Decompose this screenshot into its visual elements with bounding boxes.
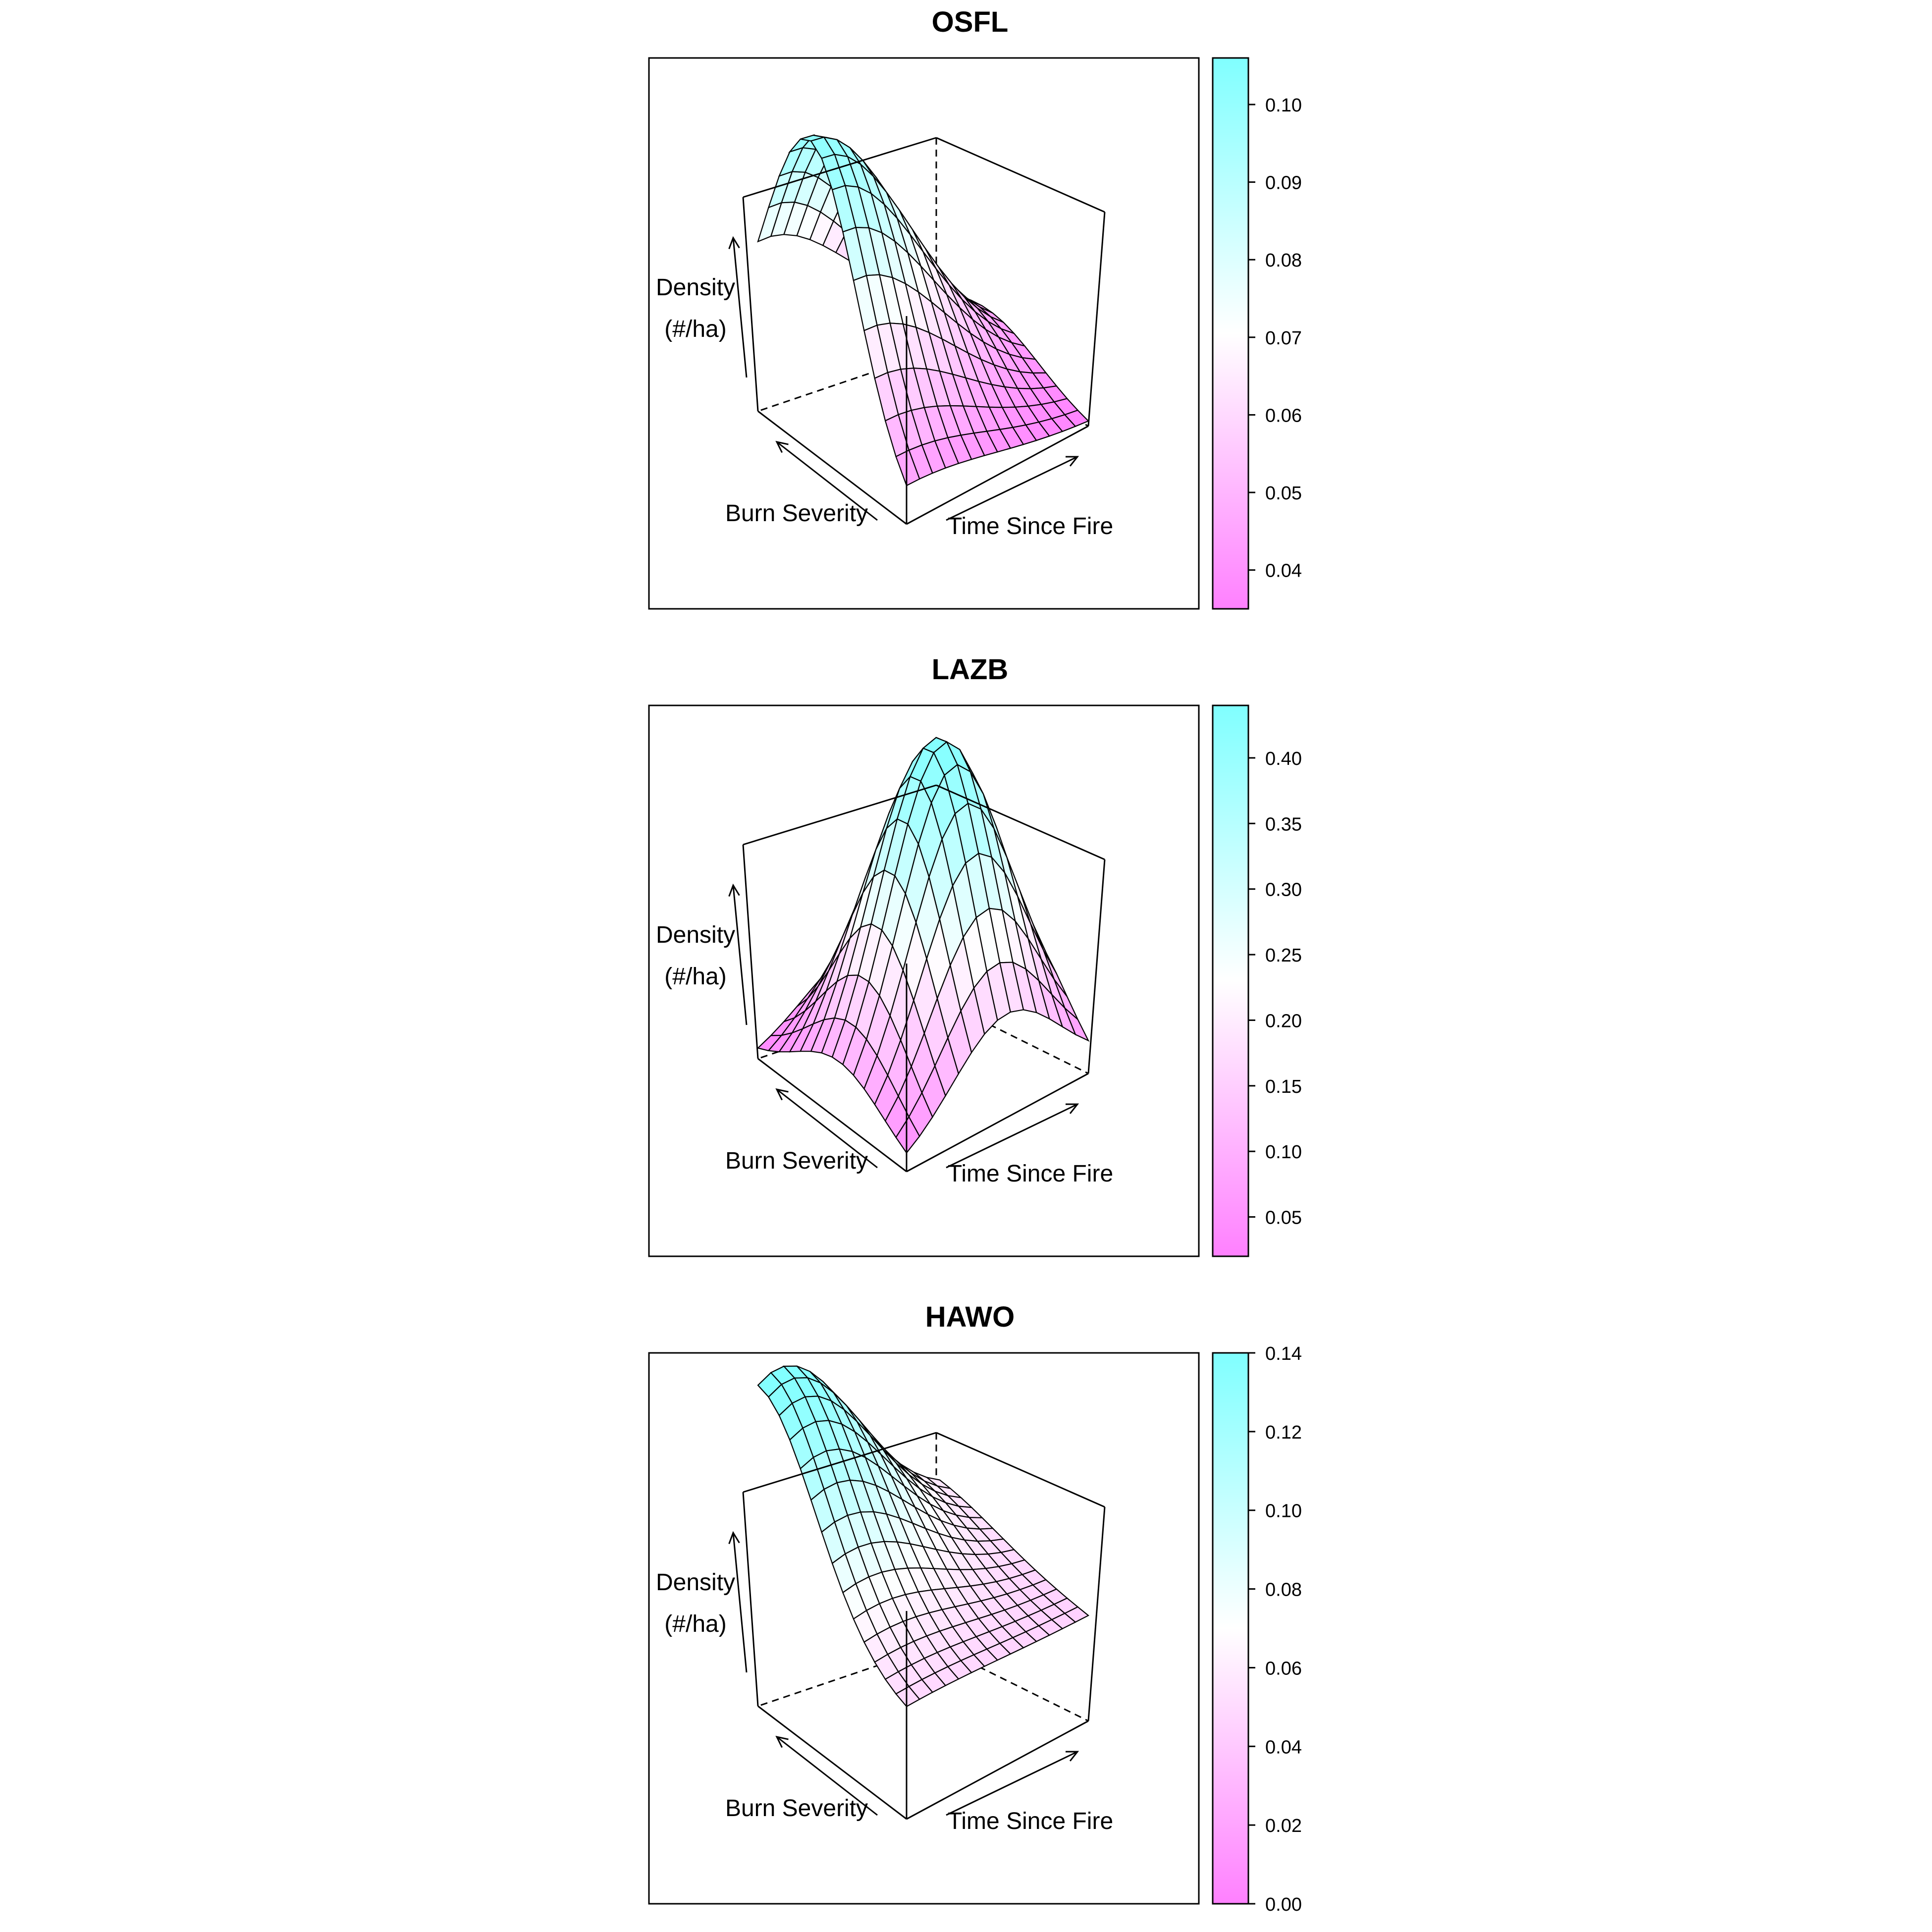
colorbar-tick-label: 0.10 (1265, 1142, 1302, 1163)
z-axis-unit: (#/ha) (664, 316, 726, 342)
colorbar-tick-label: 0.12 (1265, 1422, 1302, 1443)
colorbar-tick-label: 0.02 (1265, 1816, 1302, 1836)
chart-title: OSFL (932, 6, 1009, 38)
box-edge (742, 844, 759, 1059)
time-axis-arrow-head (1065, 1751, 1079, 1762)
colorbar-tick-label: 0.07 (1265, 328, 1302, 349)
box-edge (1087, 1506, 1106, 1721)
colorbar-tick-label: 0.15 (1265, 1076, 1302, 1097)
z-axis-unit: (#/ha) (664, 1611, 726, 1637)
box-edge (906, 1073, 1089, 1173)
box-edge (743, 784, 937, 846)
colorbar (1212, 1352, 1249, 1905)
colorbar-tick-label: 0.08 (1265, 250, 1302, 271)
z-axis-arrow-head (728, 236, 740, 250)
colorbar-tick-label: 0.25 (1265, 945, 1302, 966)
burn-axis-label: Burn Severity (725, 1795, 868, 1822)
box-edge (936, 1432, 1105, 1508)
colorbar (1212, 57, 1249, 610)
box-edge (757, 410, 907, 525)
time-axis-arrow-head (1065, 456, 1079, 467)
chart-panel-hawo: HAWO Density (#/ha) Burn Severity Time Since… (648, 1301, 1302, 1915)
colorbar-tick-label: 0.40 (1265, 749, 1302, 769)
time-axis-label: Time Since Fire (948, 1808, 1113, 1834)
burn-axis-arrow-head (775, 1735, 789, 1748)
colorbar-tick-label: 0.30 (1265, 880, 1302, 901)
burn-axis-arrow-head (775, 1088, 789, 1101)
surface-mesh (756, 737, 1090, 1154)
chart-title: HAWO (925, 1301, 1015, 1333)
chart-panel-osfl: OSFL Density (#/ha) Burn Severity Time Since… (648, 6, 1302, 610)
colorbar-tick-label: 0.05 (1265, 483, 1302, 504)
z-axis-arrow (732, 237, 748, 378)
box-edge-hidden (757, 1645, 937, 1707)
colorbar (1212, 704, 1249, 1257)
burn-axis-arrow (776, 1088, 878, 1169)
z-axis-arrow (732, 1532, 748, 1673)
colorbar-tick-label: 0.06 (1265, 1658, 1302, 1679)
time-axis-arrow (946, 456, 1078, 521)
burn-axis-label: Burn Severity (725, 500, 868, 527)
box-edge (936, 137, 1105, 213)
burn-axis-label: Burn Severity (725, 1148, 868, 1174)
time-axis-label: Time Since Fire (948, 1161, 1113, 1187)
time-axis-arrow (946, 1751, 1078, 1816)
z-axis-label: Density (656, 274, 735, 301)
box-edge (906, 1720, 1089, 1820)
colorbar-tick-label: 0.04 (1265, 561, 1302, 582)
colorbar-tick-label: 0.04 (1265, 1737, 1302, 1758)
colorbar-tick-label: 0.20 (1265, 1011, 1302, 1031)
box-edge (743, 137, 937, 198)
colorbar-tick-label: 0.10 (1265, 1501, 1302, 1522)
surface-facet (895, 1686, 920, 1708)
colorbar-tick-label: 0.09 (1265, 173, 1302, 194)
colorbar-tick-label: 0.05 (1265, 1208, 1302, 1229)
burn-axis-arrow-head (775, 440, 789, 453)
surface-facet (895, 449, 920, 486)
plot-frame (648, 704, 1200, 1257)
time-axis-arrow (946, 1103, 1078, 1169)
box-edge (1087, 212, 1106, 427)
box-edge (757, 1058, 907, 1173)
colorbar-tick-label: 0.08 (1265, 1580, 1302, 1601)
z-axis-arrow-head (728, 883, 740, 897)
colorbar-tick-label: 0.10 (1265, 95, 1302, 116)
box-edge (742, 197, 759, 412)
chart-title: LAZB (932, 653, 1009, 686)
box-edge (743, 1432, 937, 1493)
time-axis-label: Time Since Fire (948, 513, 1113, 539)
box-edge (1087, 859, 1106, 1074)
box-edge-hidden (757, 350, 937, 412)
z-axis-unit: (#/ha) (664, 964, 726, 990)
colorbar-tick-label: 0.35 (1265, 814, 1302, 835)
box-edge (757, 1705, 907, 1820)
plot-frame (648, 1352, 1200, 1905)
surface-mesh (757, 134, 1089, 486)
surface-facet (895, 1116, 920, 1154)
burn-axis-arrow (776, 441, 878, 521)
box-edge (936, 784, 1105, 860)
surface-mesh (757, 1365, 1090, 1708)
burn-axis-arrow (776, 1736, 878, 1816)
colorbar-tick-label: 0.14 (1265, 1343, 1302, 1364)
chart-panel-lazb: LAZB Density (#/ha) Burn Severity Time Since… (648, 653, 1302, 1257)
plot-frame (648, 57, 1200, 610)
time-axis-arrow-head (1065, 1103, 1079, 1114)
colorbar-tick-label: 0.06 (1265, 405, 1302, 426)
colorbar-tick-label: 0.00 (1265, 1894, 1302, 1915)
z-axis-label: Density (656, 1569, 735, 1596)
box-edge (742, 1492, 759, 1707)
z-axis-arrow (732, 885, 748, 1025)
box-edge (906, 425, 1089, 525)
z-axis-label: Density (656, 922, 735, 948)
z-axis-arrow-head (728, 1531, 740, 1545)
